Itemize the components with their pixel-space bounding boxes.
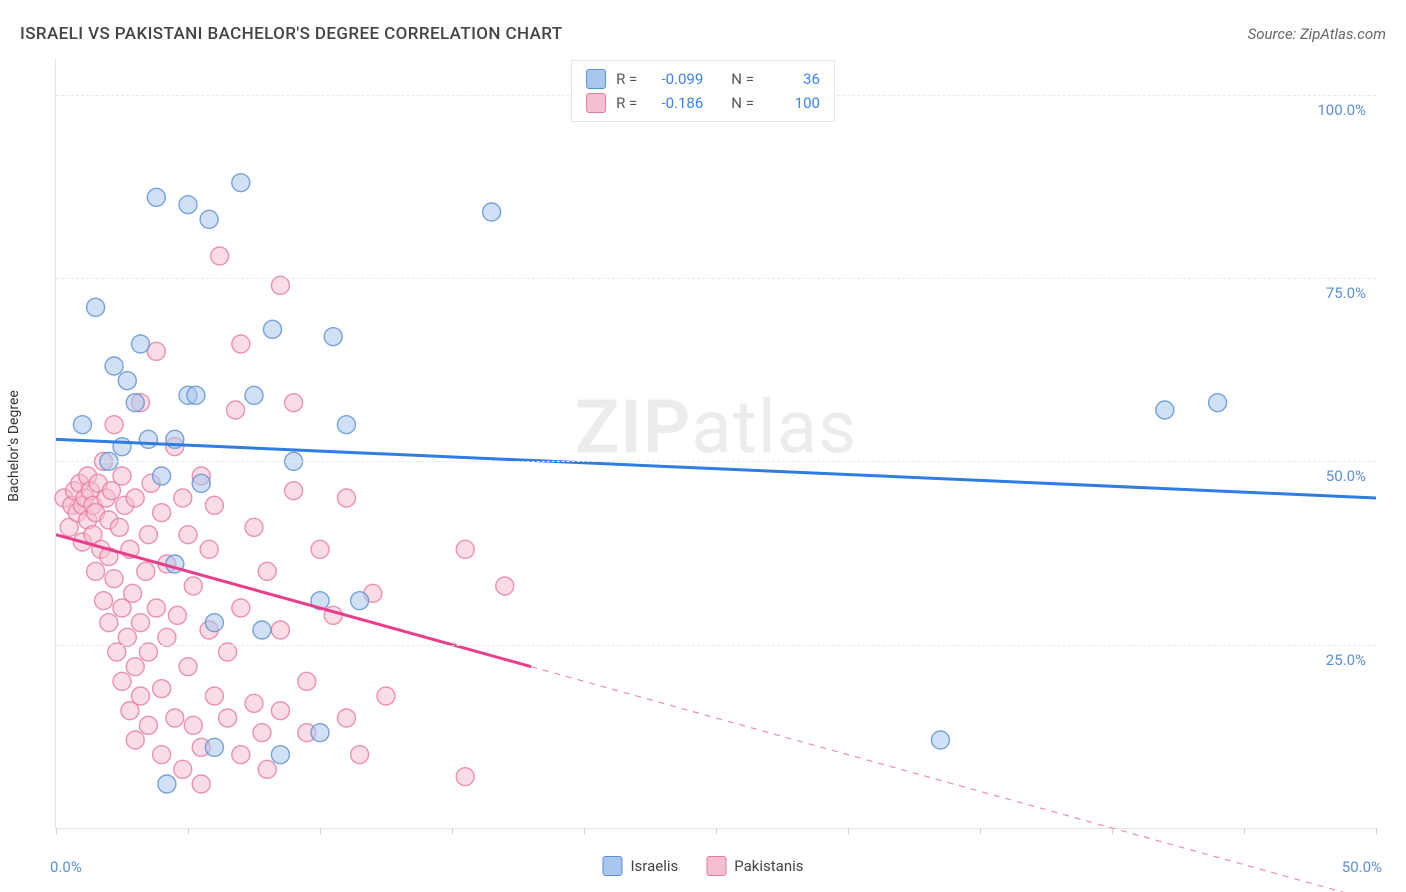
y-tick-label: 25.0% (1326, 651, 1366, 669)
correlation-legend: R = -0.099 N = 36 R = -0.186 N = 100 (571, 60, 835, 122)
legend-label-israelis: Israelis (630, 857, 678, 875)
r-value-pakistanis: -0.186 (647, 94, 703, 112)
n-label: N = (731, 70, 754, 88)
source-label: Source: ZipAtlas.com (1248, 25, 1386, 43)
y-tick-label: 75.0% (1326, 284, 1366, 302)
y-tick-label: 50.0% (1326, 467, 1366, 485)
n-label: N = (731, 94, 754, 112)
legend-row-pakistanis: R = -0.186 N = 100 (586, 91, 820, 115)
swatch-pakistanis-b (706, 856, 726, 876)
y-axis-label: Bachelor's Degree (6, 390, 22, 502)
y-tick-label: 100.0% (1317, 101, 1366, 119)
legend-item-pakistanis: Pakistanis (706, 856, 803, 876)
r-label: R = (616, 70, 637, 88)
swatch-israelis-b (602, 856, 622, 876)
n-value-israelis: 36 (764, 70, 820, 88)
scatter-plot-svg (56, 58, 1376, 828)
series-legend: Israelis Pakistanis (602, 856, 803, 876)
r-value-israelis: -0.099 (647, 70, 703, 88)
n-value-pakistanis: 100 (764, 94, 820, 112)
swatch-israelis (586, 69, 606, 89)
swatch-pakistanis (586, 93, 606, 113)
r-label: R = (616, 94, 637, 112)
chart-title: ISRAELI VS PAKISTANI BACHELOR'S DEGREE C… (20, 24, 563, 44)
x-axis-max-label: 50.0% (1342, 858, 1382, 876)
legend-label-pakistanis: Pakistanis (734, 857, 803, 875)
x-axis-origin-label: 0.0% (50, 858, 82, 876)
plot-area: ZIPatlas 25.0%50.0%75.0%100.0% (55, 58, 1376, 829)
legend-item-israelis: Israelis (602, 856, 678, 876)
legend-row-israelis: R = -0.099 N = 36 (586, 67, 820, 91)
